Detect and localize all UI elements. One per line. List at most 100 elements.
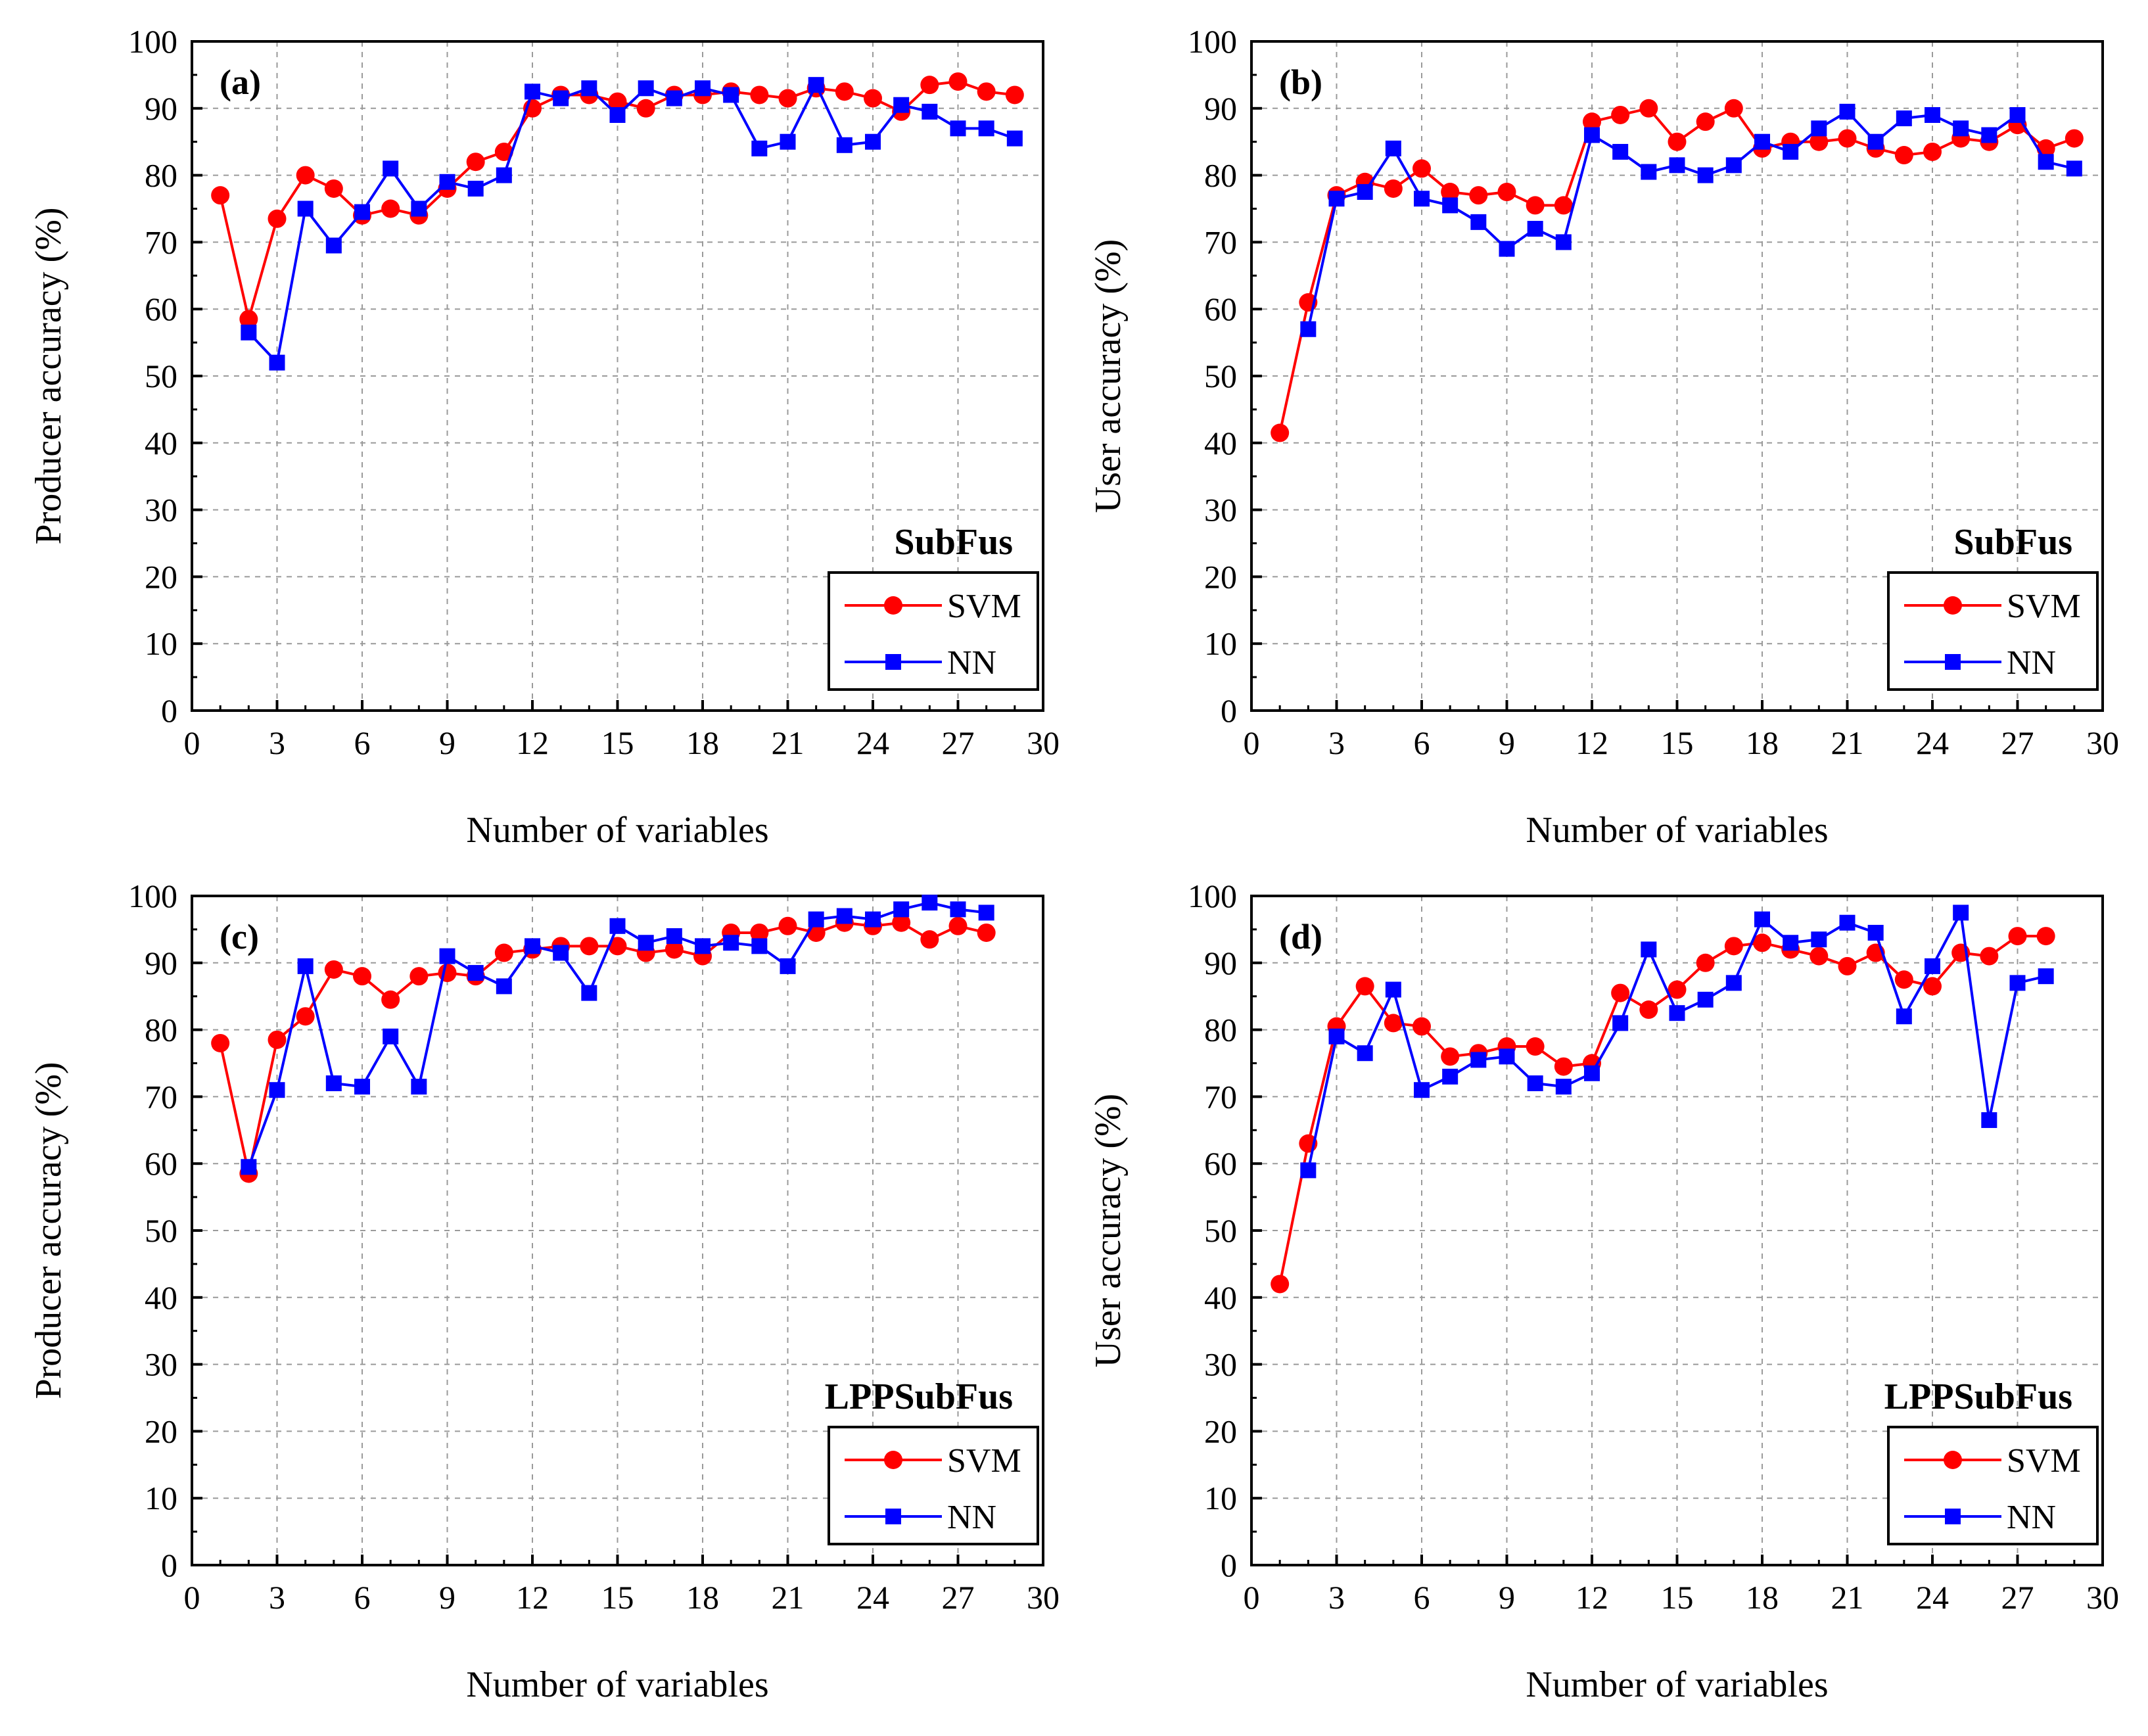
- y-tick-label: 60: [145, 1145, 177, 1182]
- data-point-nn: [439, 174, 455, 190]
- data-point-nn: [325, 237, 342, 254]
- data-point-nn: [780, 958, 796, 974]
- y-tick-label: 60: [1204, 291, 1237, 327]
- panel-label: (c): [220, 917, 259, 956]
- data-point-svm: [1923, 142, 1942, 161]
- x-axis-label: Number of variables: [1526, 1664, 1828, 1705]
- data-point-nn: [1499, 1048, 1515, 1065]
- data-point-nn: [496, 978, 512, 995]
- y-tick-label: 40: [145, 1279, 177, 1316]
- legend-label-nn: NN: [2007, 644, 2056, 682]
- legend-label-svm: SVM: [2007, 588, 2081, 625]
- data-point-svm: [494, 943, 513, 962]
- data-point-svm: [864, 89, 882, 108]
- data-point-nn: [893, 97, 910, 113]
- series-line-svm: [1278, 935, 2046, 1284]
- data-point-nn: [2038, 154, 2054, 170]
- data-point-nn: [1612, 143, 1629, 160]
- data-point-svm: [977, 923, 996, 942]
- data-point-nn: [2038, 968, 2054, 985]
- y-tick-label: 100: [128, 23, 177, 60]
- data-point-svm: [211, 1033, 230, 1052]
- data-point-nn: [836, 137, 852, 153]
- data-point-svm: [268, 209, 287, 228]
- x-tick-label: 21: [1831, 724, 1864, 761]
- data-point-svm: [1271, 423, 1290, 442]
- x-tick-label: 18: [1746, 724, 1779, 761]
- data-point-nn: [1754, 133, 1770, 150]
- data-point-svm: [1809, 132, 1829, 151]
- data-point-svm: [1668, 980, 1687, 999]
- data-point-nn: [1527, 221, 1543, 237]
- data-point-nn: [496, 167, 512, 183]
- data-point-nn: [411, 1079, 427, 1095]
- data-point-nn: [865, 133, 881, 150]
- legend-label-nn: NN: [947, 1499, 996, 1536]
- data-point-svm: [1696, 112, 1715, 131]
- data-point-nn: [411, 200, 427, 217]
- x-tick-label: 15: [1661, 1579, 1694, 1616]
- data-point-nn: [1697, 167, 1714, 183]
- legend-box: [828, 571, 1039, 691]
- y-tick-label: 0: [161, 1547, 177, 1584]
- x-tick-label: 27: [2001, 724, 2034, 761]
- x-tick-label: 0: [1244, 1579, 1260, 1616]
- x-tick-label: 9: [439, 1579, 455, 1616]
- data-point-nn: [553, 90, 569, 106]
- x-tick-label: 3: [269, 724, 285, 761]
- x-tick-label: 12: [1576, 1579, 1608, 1616]
- data-point-svm: [381, 990, 400, 1009]
- data-point-nn: [1953, 904, 1969, 921]
- x-tick-label: 6: [1414, 1579, 1430, 1616]
- data-point-svm: [1696, 953, 1715, 972]
- data-point-svm: [1469, 186, 1488, 205]
- x-tick-label: 12: [516, 724, 549, 761]
- x-axis-label: Number of variables: [466, 1664, 768, 1705]
- data-point-svm: [1980, 947, 1999, 966]
- data-point-nn: [1357, 184, 1373, 200]
- y-tick-label: 50: [1204, 1212, 1237, 1249]
- legend-marker-svm: [884, 596, 902, 615]
- method-label: LPPSubFus: [825, 1376, 1013, 1417]
- data-point-nn: [1811, 931, 1827, 948]
- data-point-nn: [780, 133, 796, 150]
- data-point-svm: [920, 76, 939, 95]
- x-tick-label: 9: [1499, 724, 1515, 761]
- x-tick-label: 0: [1244, 724, 1260, 761]
- data-point-nn: [751, 938, 768, 954]
- series-line-nn: [247, 82, 1016, 365]
- x-tick-label: 15: [601, 1579, 634, 1616]
- y-tick-label: 20: [145, 1413, 177, 1449]
- data-point-nn: [269, 1082, 285, 1098]
- data-point-nn: [581, 80, 597, 97]
- data-point-svm: [494, 142, 513, 161]
- x-tick-label: 6: [354, 1579, 371, 1616]
- data-point-svm: [324, 960, 343, 979]
- y-axis-label: User accuracy (%): [1088, 239, 1129, 513]
- data-point-nn: [383, 1028, 399, 1044]
- data-point-nn: [1754, 911, 1770, 927]
- data-point-nn: [1527, 1075, 1543, 1092]
- y-tick-label: 0: [161, 692, 177, 729]
- legend-label-nn: NN: [947, 644, 996, 682]
- y-tick-label: 70: [1204, 1078, 1237, 1115]
- data-point-svm: [948, 72, 968, 91]
- y-tick-label: 20: [1204, 1413, 1237, 1449]
- data-point-svm: [750, 85, 769, 105]
- data-point-nn: [1925, 106, 1940, 123]
- data-point-nn: [525, 83, 540, 100]
- data-point-svm: [1838, 129, 1857, 148]
- data-point-nn: [1584, 1065, 1600, 1081]
- data-point-svm: [1355, 977, 1374, 996]
- data-point-nn: [2009, 106, 2026, 123]
- data-point-nn: [1783, 935, 1799, 951]
- y-tick-label: 10: [1204, 625, 1237, 662]
- data-point-nn: [1470, 1052, 1487, 1068]
- data-point-nn: [354, 1079, 370, 1095]
- y-tick-label: 100: [1188, 878, 1237, 914]
- y-tick-label: 20: [1204, 558, 1237, 595]
- data-point-nn: [1669, 1005, 1685, 1021]
- data-point-nn: [695, 80, 711, 97]
